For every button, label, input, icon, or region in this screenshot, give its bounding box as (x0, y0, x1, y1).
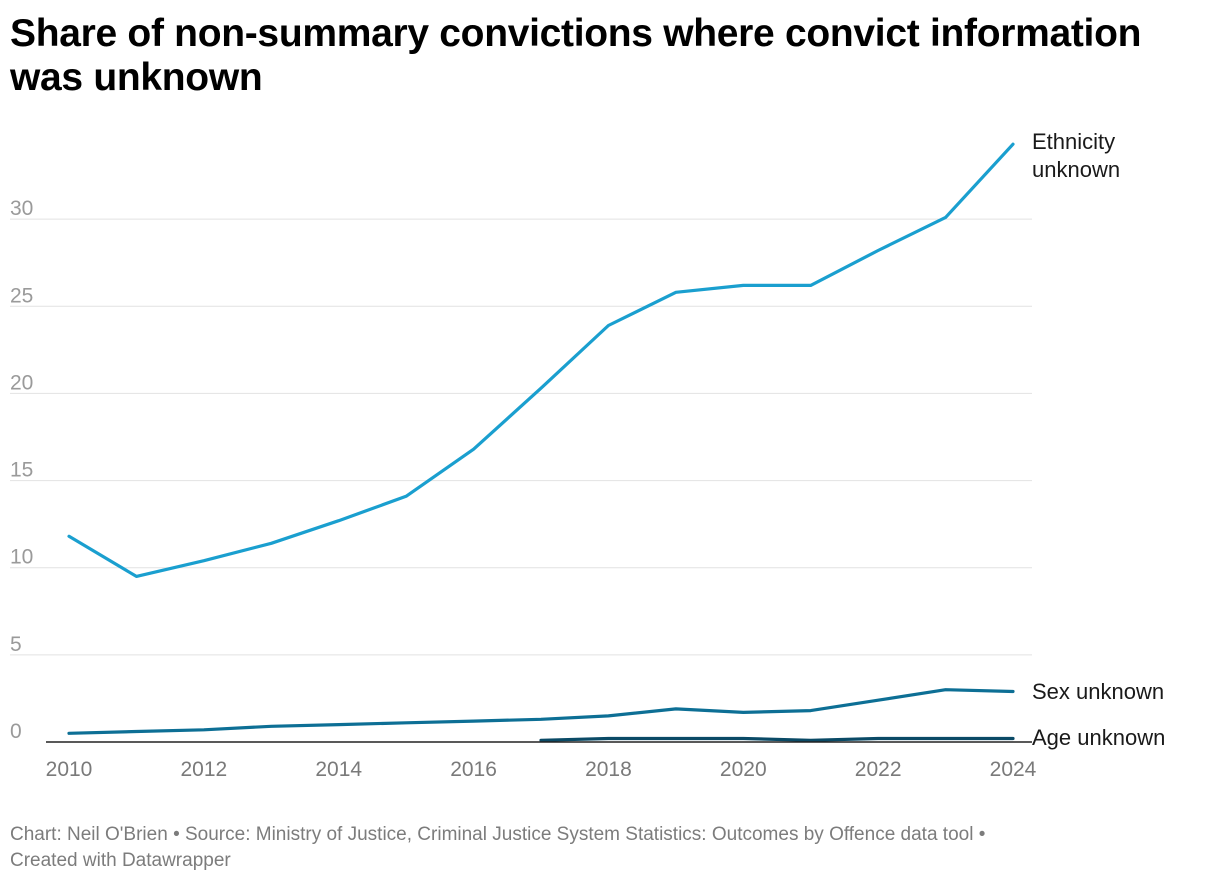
series-label-ethnicity-unknown: Ethnicity unknown (1032, 129, 1120, 182)
y-tick-label: 5 (10, 633, 22, 656)
y-tick-label: 25 (10, 284, 33, 307)
x-tick-label: 2020 (720, 758, 767, 781)
y-tick-label: 0 (10, 720, 22, 743)
series-line-sex-unknown (67, 688, 1015, 735)
series-line-age-unknown (539, 736, 1015, 742)
x-tick-label: 2010 (46, 758, 93, 781)
y-tick-label: 30 (10, 197, 33, 220)
footer-credit: Created with Datawrapper (10, 850, 231, 871)
x-axis-ticks: 2010 2012 2014 2016 2018 2020 2022 2024 (46, 758, 1037, 781)
x-tick-label: 2024 (990, 758, 1037, 781)
y-tick-label: 10 (10, 546, 33, 569)
series-line-ethnicity-unknown (67, 142, 1015, 578)
series-labels: Ethnicity unknown Sex unknown Age unknown (1032, 129, 1165, 750)
series-label-age-unknown: Age unknown (1032, 725, 1165, 750)
x-tick-label: 2014 (315, 758, 362, 781)
x-tick-label: 2022 (855, 758, 902, 781)
y-axis-ticks: 0 5 10 15 20 25 30 (10, 197, 33, 743)
line-chart: 0 5 10 15 20 25 30 2010 2012 2014 2016 2018 2020 202… (10, 129, 1165, 781)
gridlines (10, 218, 1032, 656)
x-tick-label: 2012 (180, 758, 227, 781)
y-tick-label: 20 (10, 371, 33, 394)
x-tick-label: 2018 (585, 758, 632, 781)
series-label-sex-unknown: Sex unknown (1032, 679, 1164, 704)
chart-footer: Chart: Neil O'Brien • Source: Ministry o… (10, 822, 1200, 874)
x-tick-label: 2016 (450, 758, 497, 781)
footer-source: Chart: Neil O'Brien • Source: Ministry o… (10, 824, 986, 845)
series-lines (67, 142, 1015, 742)
chart-title: Share of non-summary convictions where c… (10, 12, 1142, 99)
y-tick-label: 15 (10, 459, 33, 482)
